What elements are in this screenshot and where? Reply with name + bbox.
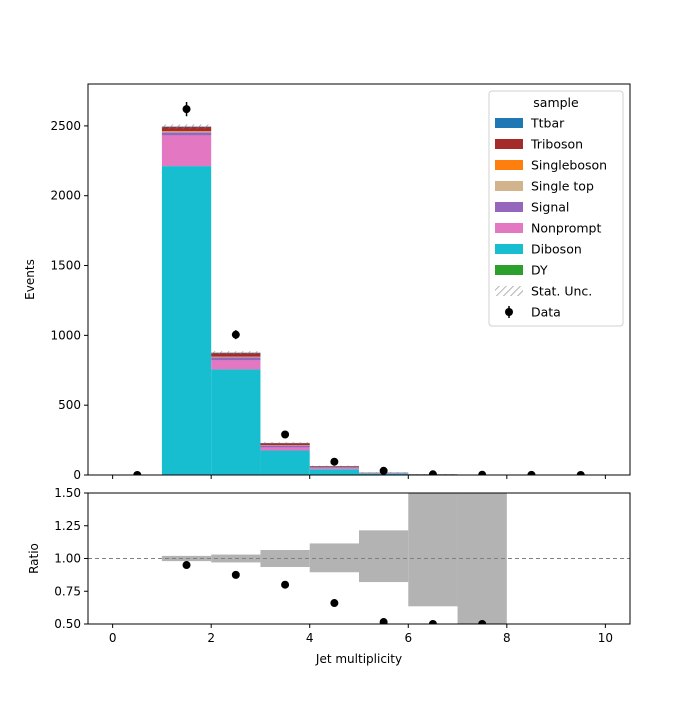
data-point-5 — [380, 467, 388, 475]
ratio-unc-band-4 — [359, 530, 408, 582]
ratio-unc-band-5 — [408, 493, 457, 606]
legend-swatch-diboson — [495, 244, 523, 254]
bar-nonprompt-bin-3 — [260, 447, 309, 450]
legend-swatch-nonprompt — [495, 223, 523, 233]
main-ytick-label-1000: 1000 — [50, 328, 81, 342]
legend-label-singleboson: Singleboson — [531, 158, 607, 173]
ratio-ytick-label-4: 1.50 — [54, 486, 81, 500]
bar-nonprompt-bin-4 — [310, 468, 359, 469]
legend-label-ttbar: Ttbar — [530, 116, 565, 131]
legend-title: sample — [533, 95, 579, 110]
bar-signal-bin-3 — [260, 446, 309, 448]
ratio-ytick-label-3: 1.25 — [54, 519, 81, 533]
legend-label-diboson: Diboson — [531, 242, 582, 257]
ratio-ytick-label-1: 0.75 — [54, 584, 81, 598]
main-ytick-label-500: 500 — [58, 398, 81, 412]
ratio-plot-area — [88, 493, 630, 628]
legend-swatch-single-top — [495, 181, 523, 191]
data-point-3 — [281, 431, 289, 439]
bar-diboson-bin-3 — [260, 450, 309, 474]
bar-nonprompt-bin-2 — [211, 360, 260, 369]
legend-label-nonprompt: Nonprompt — [531, 221, 601, 236]
data-point-1 — [183, 105, 191, 113]
ratio-xtick-label-0: 0 — [109, 631, 117, 645]
ratio-ytick-label-0: 0.50 — [54, 617, 81, 631]
stat-unc-band-bin-3 — [260, 442, 309, 443]
main-ytick-label-2000: 2000 — [50, 189, 81, 203]
ratio-point-1 — [232, 571, 240, 579]
ratio-xtick-label-4: 4 — [306, 631, 314, 645]
main-ytick-label-2500: 2500 — [50, 119, 81, 133]
bar-diboson-bin-2 — [211, 369, 260, 474]
bar-signal-bin-1 — [162, 132, 211, 135]
ratio-point-0 — [183, 561, 191, 569]
legend-label-single-top: Single top — [531, 179, 594, 194]
bar-signal-bin-2 — [211, 357, 260, 360]
main-y-axis-label: Events — [23, 259, 37, 300]
legend-label-dy: DY — [531, 263, 548, 278]
legend-swatch-stat-unc — [495, 286, 523, 296]
ratio-point-3 — [330, 599, 338, 607]
ratio-xtick-label-10: 10 — [598, 631, 613, 645]
legend-marker-data — [505, 308, 513, 316]
ratio-xtick-label-2: 2 — [207, 631, 215, 645]
bar-single-top-bin-1 — [162, 132, 211, 133]
data-point-4 — [330, 458, 338, 466]
x-axis-label: Jet multiplicity — [315, 652, 402, 666]
legend-swatch-dy — [495, 265, 523, 275]
legend-swatch-ttbar — [495, 118, 523, 128]
stat-unc-band-bin-2 — [211, 351, 260, 354]
ratio-unc-band-3 — [310, 543, 359, 572]
ratio-xtick-label-6: 6 — [404, 631, 412, 645]
legend-label-stat-unc: Stat. Unc. — [531, 284, 592, 299]
stat-unc-band-bin-1 — [162, 124, 211, 128]
bar-signal-bin-4 — [310, 467, 359, 468]
legend-swatch-triboson — [495, 139, 523, 149]
ratio-xtick-label-8: 8 — [503, 631, 511, 645]
bar-diboson-bin-4 — [310, 469, 359, 475]
legend-label-signal: Signal — [531, 200, 569, 215]
stat-unc-band-bin-4 — [310, 466, 359, 467]
legend-label-data: Data — [531, 305, 561, 320]
ratio-point-4 — [380, 618, 388, 626]
legend-label-triboson: Triboson — [530, 137, 583, 152]
ratio-ytick-label-2: 1.00 — [54, 552, 81, 566]
bar-diboson-bin-1 — [162, 166, 211, 475]
legend-swatch-singleboson — [495, 160, 523, 170]
data-point-6 — [429, 470, 437, 478]
main-ytick-label-1500: 1500 — [50, 259, 81, 273]
bar-nonprompt-bin-1 — [162, 135, 211, 166]
ratio-y-axis-label: Ratio — [27, 543, 41, 574]
ratio-point-2 — [281, 581, 289, 589]
legend-swatch-signal — [495, 202, 523, 212]
main-ytick-label-0: 0 — [73, 468, 81, 482]
data-point-2 — [232, 331, 240, 339]
legend: sample Ttbar Triboson Singleboson Single top… — [489, 91, 623, 326]
